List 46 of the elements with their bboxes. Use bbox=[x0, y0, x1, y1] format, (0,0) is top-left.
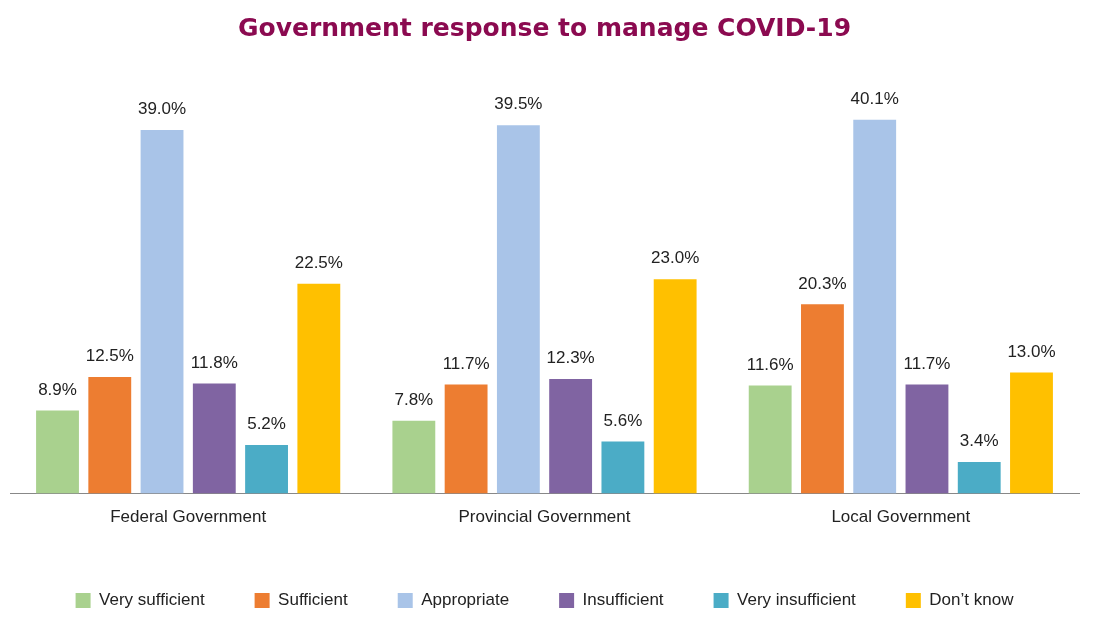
bar bbox=[444, 384, 488, 494]
data-label: 40.1% bbox=[850, 88, 899, 108]
bar bbox=[496, 125, 540, 494]
data-label: 39.0% bbox=[137, 99, 187, 119]
bar bbox=[601, 441, 645, 494]
legend-label: Very sufficient bbox=[99, 590, 205, 610]
bar bbox=[36, 410, 79, 494]
bar bbox=[297, 283, 341, 494]
legend-label: Insufficient bbox=[582, 590, 664, 610]
bar bbox=[853, 119, 897, 494]
bar bbox=[748, 385, 792, 494]
x-tick-label: Provincial Government bbox=[458, 507, 631, 527]
bar bbox=[549, 378, 593, 494]
legend-label: Don’t know bbox=[929, 590, 1015, 610]
legend-label: Very insufficient bbox=[737, 590, 857, 610]
data-label: 12.5% bbox=[85, 346, 134, 366]
bar bbox=[1010, 372, 1053, 494]
bar bbox=[245, 445, 288, 494]
x-tick-label: Federal Government bbox=[110, 507, 267, 527]
bar bbox=[957, 461, 1001, 494]
bar bbox=[192, 383, 236, 494]
data-label: 23.0% bbox=[651, 248, 700, 268]
x-tick-label: Local Government bbox=[831, 507, 971, 527]
data-label: 8.9% bbox=[38, 379, 77, 399]
bar bbox=[905, 384, 949, 494]
bar bbox=[801, 304, 844, 494]
legend-label: Sufficient bbox=[278, 590, 348, 610]
data-label: 11.6% bbox=[746, 354, 794, 374]
bar bbox=[653, 279, 697, 494]
data-label: 7.8% bbox=[394, 390, 434, 410]
data-label: 5.2% bbox=[247, 414, 286, 434]
data-label: 11.8% bbox=[190, 352, 238, 372]
data-label: 12.3% bbox=[546, 348, 595, 368]
bar bbox=[88, 377, 132, 494]
data-label: 11.7% bbox=[903, 353, 951, 373]
data-label: 22.5% bbox=[294, 252, 343, 272]
data-label: 11.7% bbox=[442, 353, 490, 373]
chart-title: Government response to manage COVID-19 bbox=[237, 12, 852, 42]
bar bbox=[140, 129, 184, 494]
data-label: 39.5% bbox=[494, 94, 543, 114]
legend-label: Appropriate bbox=[421, 590, 510, 610]
bar bbox=[392, 420, 436, 494]
data-label: 3.4% bbox=[959, 431, 999, 451]
data-label: 5.6% bbox=[603, 410, 643, 430]
data-label: 20.3% bbox=[798, 273, 847, 293]
data-label: 13.0% bbox=[1007, 341, 1056, 361]
